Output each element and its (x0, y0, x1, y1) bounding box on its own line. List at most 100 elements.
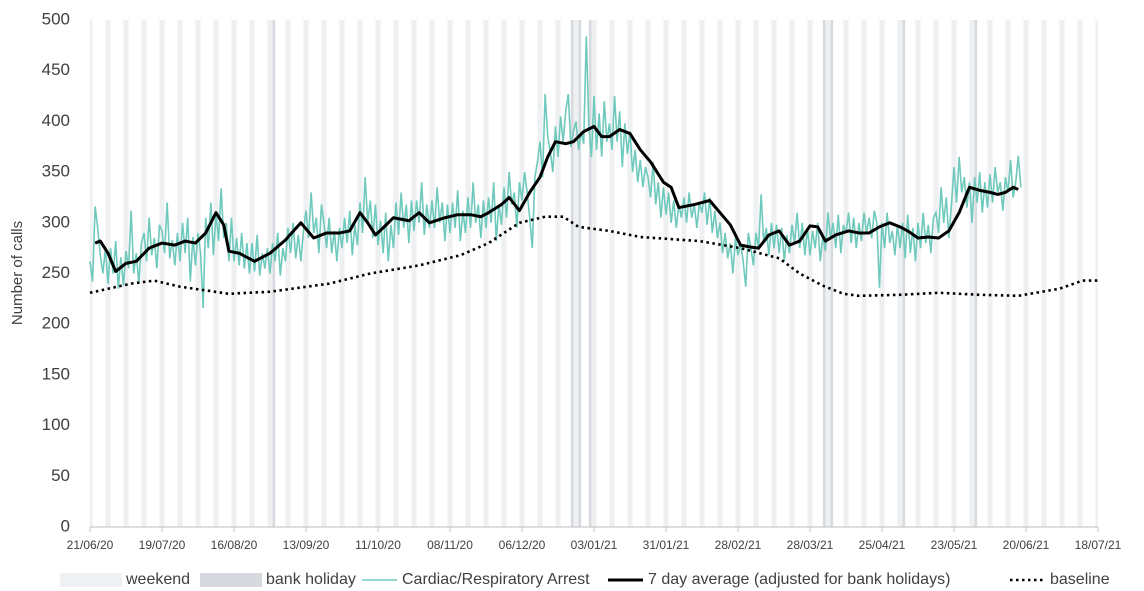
weekend-band (717, 20, 720, 527)
weekend-band (1080, 20, 1083, 527)
bank-holiday-band (822, 20, 826, 527)
weekend-band (432, 20, 435, 527)
x-tick-label: 08/11/20 (427, 538, 473, 552)
weekend-band (756, 20, 759, 527)
bank-holiday-band (588, 20, 592, 527)
bank-holiday-band (902, 20, 906, 527)
lines (89, 36, 1098, 309)
weekend-band (987, 20, 990, 527)
weekend-band (303, 20, 306, 527)
legend-label: Cardiac/Respiratory Arrest (402, 571, 590, 588)
weekend-band (630, 20, 633, 527)
weekend-band (699, 20, 702, 527)
weekend-band (450, 20, 453, 527)
weekend-band (522, 20, 525, 527)
weekend-band (864, 20, 867, 527)
y-tick-label: 50 (51, 466, 70, 485)
weekend-band (501, 20, 504, 527)
y-tick-label: 200 (42, 314, 70, 333)
weekend-band (360, 20, 363, 527)
weekend-band (684, 20, 687, 527)
weekend-band (1041, 20, 1044, 527)
weekend-band (249, 20, 252, 527)
weekend-band (447, 20, 450, 527)
weekend-band (771, 20, 774, 527)
series-line (94, 124, 1019, 273)
weekend-band (663, 20, 666, 527)
weekend-band (702, 20, 705, 527)
weekend-band (882, 20, 885, 527)
weekend-band (198, 20, 201, 527)
weekend-band (126, 20, 129, 527)
weekend-band (753, 20, 756, 527)
x-tick-label: 16/08/20 (211, 538, 258, 552)
weekend-band (1026, 20, 1029, 527)
x-tick-label: 25/04/21 (859, 538, 906, 552)
x-tick-label: 06/12/20 (499, 538, 546, 552)
legend: weekend bank holiday Cardiac/Respiratory A… (60, 571, 1110, 588)
weekend-band (159, 20, 162, 527)
weekend-band (1059, 20, 1062, 527)
weekend-band (1005, 20, 1008, 527)
weekend-band (252, 20, 255, 527)
weekend-band (990, 20, 993, 527)
weekend-band (468, 20, 471, 527)
axes: 0 50 100 150 200 250 300 350 400 450 500 21/06/20 19… (42, 9, 1122, 552)
weekend-band (609, 20, 612, 527)
weekend-band (396, 20, 399, 527)
weekend-band (648, 20, 651, 527)
weekend-band (666, 20, 669, 527)
series-line (89, 215, 1098, 298)
weekend-band (936, 20, 939, 527)
x-tick-label: 21/06/20 (67, 538, 114, 552)
x-tick-label: 23/05/21 (931, 538, 978, 552)
series-line (89, 36, 1022, 309)
weekend-band (483, 20, 486, 527)
weekend-band (897, 20, 900, 527)
weekend-band (558, 20, 561, 527)
weekend-band (792, 20, 795, 527)
x-tick-label: 28/03/21 (787, 538, 834, 552)
weekend-band (1008, 20, 1011, 527)
weekend-band (789, 20, 792, 527)
weekend-band (357, 20, 360, 527)
weekend-band (1077, 20, 1080, 527)
x-tick-label: 13/09/20 (283, 538, 330, 552)
weekend-band (195, 20, 198, 527)
weekend-band (825, 20, 828, 527)
weekend-band (1062, 20, 1065, 527)
y-tick-label: 450 (42, 60, 70, 79)
bank-holiday-band (830, 20, 834, 527)
weekend-band (900, 20, 903, 527)
weekend-band (828, 20, 831, 527)
x-tick-label: 28/02/21 (715, 538, 762, 552)
weekend-band (807, 20, 810, 527)
x-tick-label: 31/01/21 (643, 538, 690, 552)
weekend-band (861, 20, 864, 527)
weekend-band (1095, 20, 1098, 527)
weekend-band (972, 20, 975, 527)
weekend-band (486, 20, 489, 527)
x-tick-label: 11/10/20 (355, 538, 401, 552)
weekend-band (288, 20, 291, 527)
y-tick-label: 150 (42, 364, 70, 383)
weekend-band (414, 20, 417, 527)
y-tick-label: 100 (42, 415, 70, 434)
weekend-band (216, 20, 219, 527)
weekend-band (954, 20, 957, 527)
weekend-band (519, 20, 522, 527)
weekend-band (537, 20, 540, 527)
weekend-band (321, 20, 324, 527)
weekend-band (339, 20, 342, 527)
weekend-band (594, 20, 597, 527)
weekend-band (375, 20, 378, 527)
bank-holiday-band (578, 20, 582, 527)
weekend-band (465, 20, 468, 527)
weekend-band (267, 20, 270, 527)
weekend-band (306, 20, 309, 527)
weekend-band (933, 20, 936, 527)
y-tick-label: 400 (42, 111, 70, 130)
shading (90, 20, 1098, 527)
y-tick-label: 350 (42, 162, 70, 181)
